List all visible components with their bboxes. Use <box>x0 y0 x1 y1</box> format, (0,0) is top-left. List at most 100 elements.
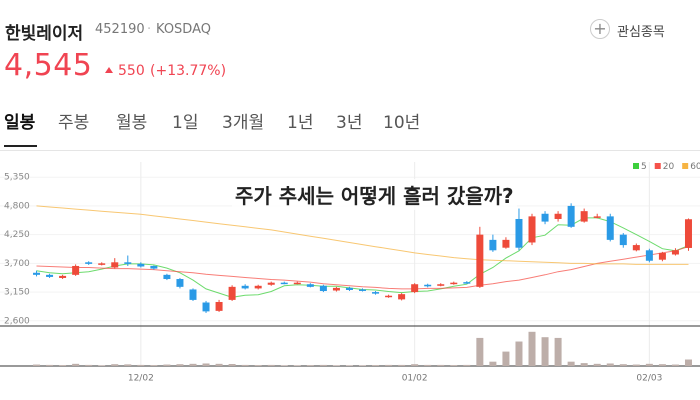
volume-bar <box>124 364 132 366</box>
candle-body <box>684 219 692 248</box>
candle-body <box>567 205 575 227</box>
up-arrow <box>105 67 113 73</box>
separator: · <box>147 22 152 37</box>
volume-bar <box>593 363 601 366</box>
period-tab[interactable]: 10년 <box>383 113 421 133</box>
candle-body <box>46 274 54 277</box>
volume-bar <box>671 364 679 366</box>
volume-bar <box>202 363 210 366</box>
volume-bar <box>254 365 262 366</box>
volume-bar <box>293 365 301 366</box>
legend-swatch <box>633 163 639 169</box>
volume-bar <box>150 365 158 366</box>
period-tab[interactable]: 3개월 <box>222 113 265 133</box>
chart-annotation: 주가 추세는 어떻게 흘러 갔을까? <box>232 179 517 210</box>
tab-underline <box>4 145 37 147</box>
candle-body <box>632 245 640 251</box>
volume-bar <box>684 359 692 366</box>
candle-body <box>476 234 484 287</box>
candle-body <box>228 286 236 300</box>
price-change-pct: (+13.77%) <box>150 63 227 79</box>
volume-bar <box>606 363 614 366</box>
candle-body <box>437 284 445 286</box>
y-tick-label: 3,700 <box>4 259 30 269</box>
volume-bar <box>580 363 588 366</box>
volume-bar <box>228 364 236 366</box>
candle-body <box>189 289 197 300</box>
candle-body <box>515 218 523 248</box>
candle-body <box>176 279 184 287</box>
candle-body <box>293 282 301 285</box>
candle-body <box>619 234 627 246</box>
candle-body <box>150 265 158 269</box>
volume-bar <box>424 364 432 366</box>
moving-average-line <box>36 217 689 298</box>
candle-body <box>241 285 249 289</box>
volume-bar <box>489 361 497 366</box>
volume-bar <box>632 364 640 366</box>
candle-body <box>580 211 588 222</box>
candle-body <box>332 287 340 291</box>
period-tab[interactable]: 1년 <box>287 113 314 133</box>
price-change: 550 <box>118 63 145 79</box>
volume-bar <box>385 364 393 366</box>
x-tick-label: 01/02 <box>402 374 428 384</box>
volume-bar <box>554 337 562 366</box>
volume-bar <box>437 364 445 366</box>
volume-bar <box>619 364 627 366</box>
candle-body <box>424 284 432 287</box>
candle-body <box>593 216 601 218</box>
volume-bar <box>463 364 471 366</box>
candle-body <box>59 275 67 278</box>
period-tab[interactable]: 3년 <box>336 113 363 133</box>
volume-bar <box>111 364 119 366</box>
volume-bar <box>398 364 406 366</box>
volume-bar <box>372 365 380 366</box>
candle-body <box>541 213 549 222</box>
volume-bar <box>98 365 106 366</box>
volume-bar <box>137 364 145 366</box>
candle-body <box>671 250 679 255</box>
volume-bar <box>345 365 353 366</box>
candle-body <box>267 282 275 285</box>
volume-bar <box>163 364 171 366</box>
period-tab[interactable]: 주봉 <box>58 113 90 133</box>
candle-body <box>280 282 288 285</box>
candle-body <box>306 284 314 287</box>
stock-name: 한빛레이저 <box>5 24 84 44</box>
period-tab[interactable]: 월봉 <box>116 113 148 133</box>
add-watch-icon[interactable]: + <box>590 19 610 39</box>
candle-body <box>111 262 119 268</box>
market: KOSDAQ <box>156 22 211 37</box>
candle-body <box>411 284 419 293</box>
volume-bar <box>319 364 327 366</box>
candle-body <box>215 301 223 311</box>
period-tab[interactable]: 1일 <box>172 113 199 133</box>
volume-bar <box>241 364 249 366</box>
x-tick-label: 02/03 <box>636 374 662 384</box>
volume-bar <box>502 351 510 366</box>
candle-body <box>398 294 406 300</box>
volume-bar <box>515 341 523 366</box>
candle-body <box>658 252 666 260</box>
volume-bar <box>567 361 575 366</box>
watch-button[interactable]: 관심종목 <box>617 25 665 40</box>
candle-body <box>124 262 132 264</box>
volume-bar <box>411 364 419 366</box>
volume-bar <box>332 365 340 366</box>
period-tab[interactable]: 일봉 <box>4 113 36 133</box>
y-tick-label: 2,600 <box>4 316 30 326</box>
chart: 2,600 3,150 3,700 4,250 4,800 5,350 12/02 01/02… <box>0 150 700 384</box>
legend-label: 20 <box>663 162 675 172</box>
y-tick-label: 4,250 <box>4 230 30 240</box>
volume-bar <box>72 363 80 366</box>
volume-bar <box>189 363 197 366</box>
candle-body <box>463 282 471 284</box>
volume-bar <box>645 363 653 366</box>
volume-bar <box>541 337 549 366</box>
y-tick-label: 3,150 <box>4 288 30 298</box>
volume-bar <box>46 364 54 366</box>
volume-bar <box>476 337 484 366</box>
